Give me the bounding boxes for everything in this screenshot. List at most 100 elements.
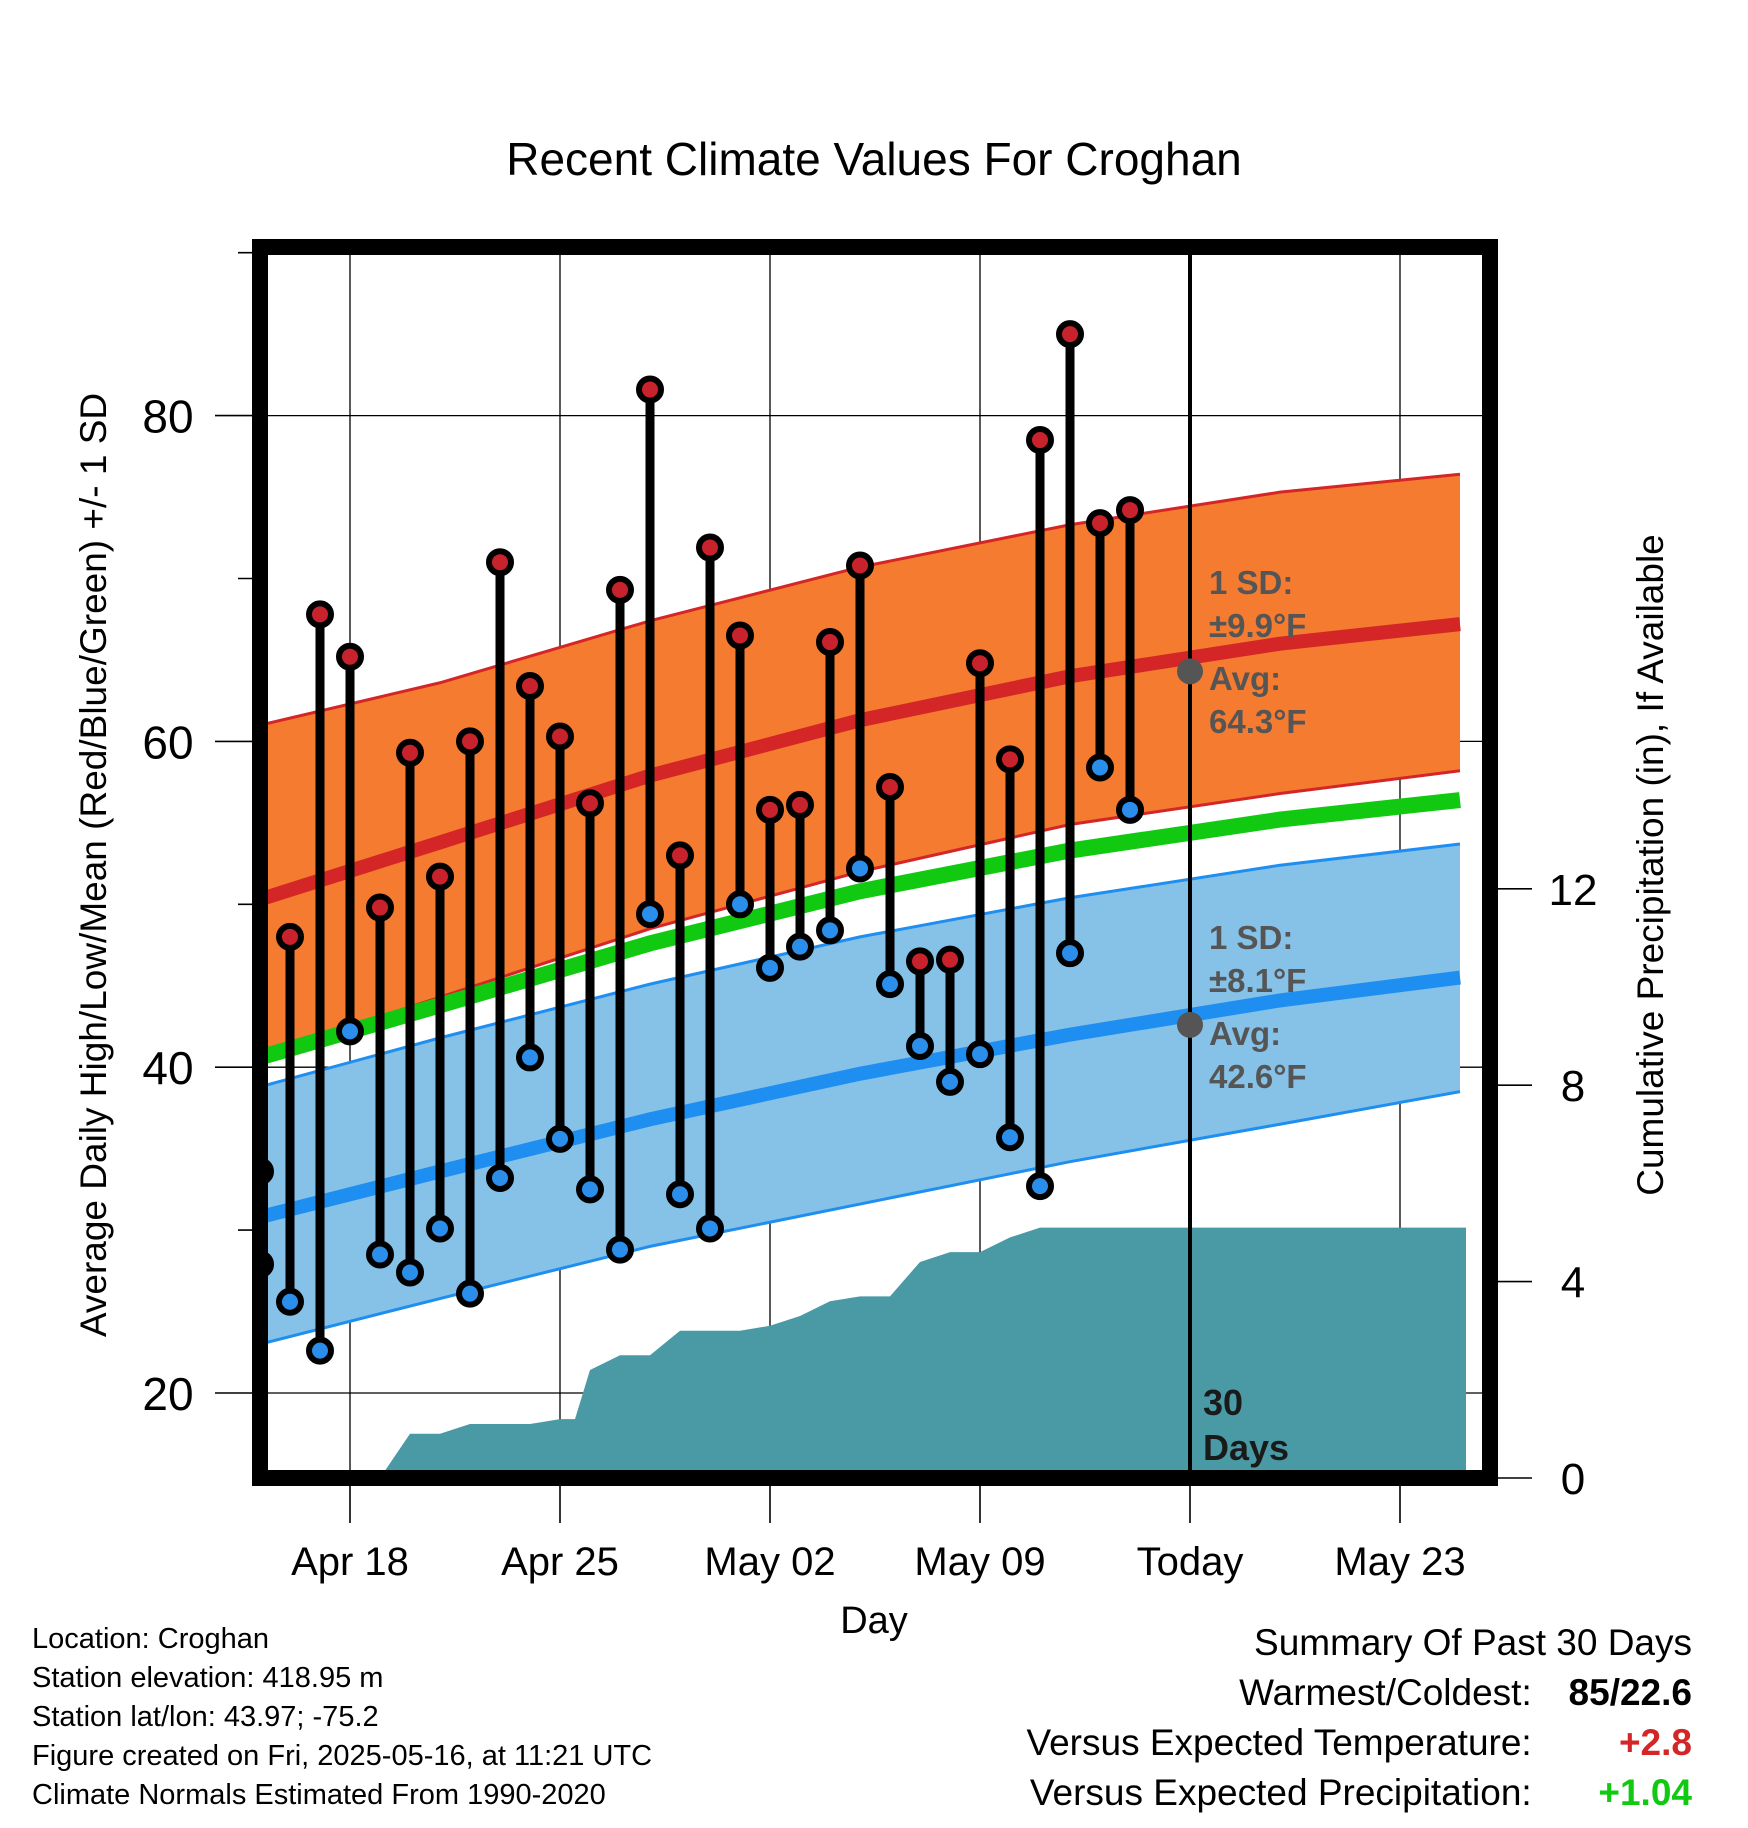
daily-low-point bbox=[756, 953, 784, 982]
daily-high-point bbox=[846, 551, 874, 580]
daily-high-point bbox=[876, 773, 904, 802]
y-axis-label: Average Daily High/Low/Mean (Red/Blue/Gr… bbox=[73, 393, 114, 1337]
x-tick-label: May 09 bbox=[914, 1540, 1045, 1584]
footer-elevation: Station elevation: 418.95 m bbox=[32, 1662, 384, 1694]
y-tick-label: 60 bbox=[142, 716, 193, 768]
daily-low-point bbox=[1026, 1172, 1054, 1201]
x-tick-label: Today bbox=[1137, 1540, 1244, 1584]
daily-low-point bbox=[786, 932, 814, 961]
daily-high-point bbox=[1116, 496, 1144, 525]
daily-high-point bbox=[666, 841, 694, 870]
daily-low-point bbox=[726, 890, 754, 919]
daily-high-point bbox=[936, 945, 964, 974]
low-sd-band bbox=[260, 844, 1460, 1345]
y2-tick-label: 8 bbox=[1561, 1062, 1585, 1111]
x-axis-label: Day bbox=[840, 1600, 908, 1642]
low-sd-title: 1 SD: bbox=[1209, 919, 1293, 956]
summary-precip-label: Versus Expected Precipitation: bbox=[1029, 1772, 1532, 1813]
daily-low-point bbox=[906, 1032, 934, 1061]
daily-low-point bbox=[426, 1214, 454, 1243]
plot-area: 1 SD: ±9.9°F Avg: 64.3°F 1 SD: ±8.1°F Avg: 42.6… bbox=[142, 239, 1598, 1584]
x-tick-label: May 02 bbox=[704, 1540, 835, 1584]
y-tick-label: 20 bbox=[142, 1368, 193, 1420]
summary-title: Summary Of Past 30 Days bbox=[1254, 1622, 1692, 1663]
daily-low-point bbox=[936, 1067, 964, 1096]
daily-high-point bbox=[906, 947, 934, 976]
y-tick-label: 80 bbox=[142, 391, 193, 443]
daily-low-point bbox=[996, 1123, 1024, 1152]
summary-warm-cold-value: 85/22.6 bbox=[1568, 1672, 1692, 1713]
low-avg-value: 42.6°F bbox=[1209, 1058, 1307, 1095]
summary-temp-row: Versus Expected Temperature: +2.8 bbox=[1026, 1722, 1692, 1764]
daily-low-point bbox=[636, 900, 664, 929]
daily-low-point bbox=[306, 1336, 334, 1365]
summary-temp-value: +2.8 bbox=[1618, 1722, 1692, 1763]
daily-low-point bbox=[1086, 753, 1114, 782]
daily-low-point bbox=[516, 1043, 544, 1072]
daily-low-point bbox=[576, 1175, 604, 1204]
low-avg-title: Avg: bbox=[1209, 1015, 1281, 1052]
x-tick-label: May 23 bbox=[1334, 1540, 1465, 1584]
daily-high-point bbox=[1026, 426, 1054, 455]
daily-low-point bbox=[546, 1124, 574, 1153]
summary-warm-cold-label: Warmest/Coldest: bbox=[1239, 1672, 1532, 1713]
summary-precip-value: +1.04 bbox=[1598, 1772, 1692, 1813]
daily-high-point bbox=[1086, 509, 1114, 538]
y2-axis-label: Cumulative Precipitation (in), If Availa… bbox=[1630, 534, 1671, 1196]
daily-high-point bbox=[366, 893, 394, 922]
daily-low-point bbox=[696, 1214, 724, 1243]
summary-warm-cold-row: Warmest/Coldest: 85/22.6 bbox=[1239, 1672, 1692, 1714]
daily-high-point bbox=[756, 795, 784, 824]
daily-high-point bbox=[1056, 320, 1084, 349]
footer-normals: Climate Normals Estimated From 1990-2020 bbox=[32, 1779, 606, 1811]
high-avg-title: Avg: bbox=[1209, 660, 1281, 697]
plot-interior: 1 SD: ±9.9°F Avg: 64.3°F 1 SD: ±8.1°F Avg: 42.6… bbox=[260, 247, 1490, 1478]
low-band-lower-edge bbox=[260, 1090, 1461, 1346]
daily-low-point bbox=[876, 970, 904, 999]
daily-high-point bbox=[486, 548, 514, 577]
daily-low-point bbox=[606, 1235, 634, 1264]
footer-location: Location: Croghan bbox=[32, 1623, 269, 1655]
daily-low-point bbox=[456, 1279, 484, 1308]
high-avg-marker bbox=[1177, 658, 1203, 685]
daily-high-point bbox=[336, 642, 364, 671]
daily-low-point bbox=[276, 1287, 304, 1316]
y2-tick-label: 12 bbox=[1549, 866, 1598, 915]
low-avg-marker bbox=[1177, 1011, 1203, 1038]
plot-frame bbox=[252, 239, 1498, 1486]
daily-high-point bbox=[576, 789, 604, 818]
x-tick-label: Apr 25 bbox=[501, 1540, 619, 1584]
days-count-label: 30 bbox=[1203, 1382, 1243, 1423]
y2-tick-label: 0 bbox=[1561, 1455, 1585, 1504]
daily-values bbox=[260, 320, 1144, 1365]
low-sd-value: ±8.1°F bbox=[1209, 962, 1306, 999]
precipitation-area bbox=[260, 1227, 1466, 1478]
daily-low-point bbox=[816, 916, 844, 945]
x-tick-label: Apr 18 bbox=[291, 1540, 409, 1584]
daily-low-point bbox=[486, 1163, 514, 1192]
daily-high-point bbox=[456, 727, 484, 756]
y-tick-label: 40 bbox=[142, 1042, 193, 1094]
high-avg-value: 64.3°F bbox=[1209, 703, 1307, 740]
daily-high-point bbox=[966, 649, 994, 678]
summary-temp-label: Versus Expected Temperature: bbox=[1026, 1722, 1532, 1763]
daily-high-point bbox=[786, 790, 814, 819]
daily-high-point bbox=[816, 628, 844, 657]
daily-high-point bbox=[696, 533, 724, 562]
daily-high-point bbox=[516, 672, 544, 701]
high-sd-title: 1 SD: bbox=[1209, 564, 1293, 601]
daily-low-point bbox=[1116, 795, 1144, 824]
daily-low-point bbox=[966, 1040, 994, 1069]
daily-low-point bbox=[396, 1258, 424, 1287]
high-sd-value: ±9.9°F bbox=[1209, 607, 1306, 644]
daily-high-point bbox=[636, 375, 664, 404]
daily-high-point bbox=[546, 722, 574, 751]
daily-high-point bbox=[606, 575, 634, 604]
daily-high-point bbox=[276, 922, 304, 951]
daily-low-point bbox=[846, 854, 874, 883]
daily-low-point bbox=[336, 1017, 364, 1046]
daily-high-point bbox=[426, 862, 454, 891]
chart-title: Recent Climate Values For Croghan bbox=[506, 133, 1241, 185]
footer-created: Figure created on Fri, 2025-05-16, at 11… bbox=[32, 1740, 653, 1772]
